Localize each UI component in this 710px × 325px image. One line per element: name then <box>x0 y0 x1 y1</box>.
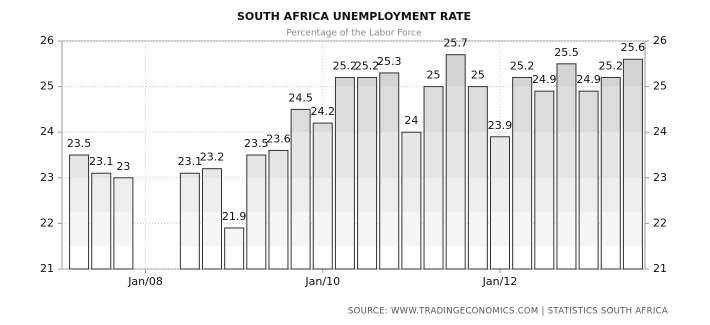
y-tick-label: 24 <box>40 125 54 138</box>
bar <box>512 76 533 270</box>
x-tick-label: Jan/12 <box>482 275 518 288</box>
y2-tick-label: 25 <box>653 80 667 93</box>
bar <box>290 108 311 270</box>
source: SOURCE: WWW.TRADINGECONOMICS.COM | STATI… <box>348 307 668 317</box>
bar <box>534 90 555 270</box>
value-label: 25.7 <box>443 37 468 50</box>
value-label: 25.5 <box>554 46 579 59</box>
value-label: 25 <box>427 69 441 82</box>
y-tick-label: 26 <box>40 34 54 47</box>
value-label: 25 <box>471 69 485 82</box>
y2-tick-label: 21 <box>653 262 667 275</box>
value-label: 24.9 <box>576 73 601 86</box>
y2-tick-label: 24 <box>653 125 667 138</box>
value-label: 25.2 <box>510 59 535 72</box>
bar <box>246 154 267 270</box>
value-label: 25.6 <box>621 41 646 54</box>
value-label: 23.1 <box>89 155 114 168</box>
bar <box>202 168 222 270</box>
bar <box>334 76 355 270</box>
value-label: 24 <box>404 114 418 127</box>
value-label: 21.9 <box>222 210 247 223</box>
chart-title: SOUTH AFRICA UNEMPLOYMENT RATE <box>237 10 471 23</box>
value-label: 23.5 <box>244 137 269 150</box>
y-tick-label: 25 <box>40 80 54 93</box>
bar <box>91 172 112 270</box>
bar <box>600 76 621 270</box>
bar <box>401 131 422 270</box>
bar <box>490 136 510 270</box>
y2-tick-label: 22 <box>653 216 667 229</box>
value-label: 25.3 <box>377 55 402 68</box>
bar <box>556 63 577 270</box>
bar <box>467 86 488 270</box>
bar <box>69 154 90 270</box>
value-label: 23 <box>116 160 130 173</box>
chart-subtitle: Percentage of the Labor Force <box>286 29 422 39</box>
value-label: 25.2 <box>599 59 624 72</box>
value-label: 25.2 <box>355 59 380 72</box>
y-tick-label: 23 <box>40 171 54 184</box>
y2-tick-label: 23 <box>653 171 667 184</box>
value-label: 24.9 <box>532 73 557 86</box>
x-tick-label: Jan/08 <box>127 275 163 288</box>
bar <box>445 54 466 270</box>
value-label: 25.2 <box>333 59 358 72</box>
value-label: 23.5 <box>67 137 92 150</box>
value-label: 23.2 <box>200 151 225 164</box>
bar <box>622 58 643 270</box>
value-label: 23.1 <box>178 155 203 168</box>
y-tick-label: 22 <box>40 216 54 229</box>
value-label: 24.2 <box>311 105 336 118</box>
x-tick-label: Jan/10 <box>304 275 340 288</box>
bar <box>113 177 134 270</box>
bar <box>423 86 444 270</box>
bar <box>224 227 245 270</box>
bar <box>578 90 599 270</box>
bar <box>357 76 378 270</box>
y2-tick-label: 26 <box>653 34 667 47</box>
value-label: 24.5 <box>288 91 313 104</box>
value-label: 23.9 <box>488 119 513 132</box>
bar <box>179 172 200 270</box>
value-label: 23.6 <box>266 132 291 145</box>
bar <box>268 149 289 270</box>
bar <box>312 122 333 270</box>
bar <box>379 72 400 270</box>
y-tick-label: 21 <box>40 262 54 275</box>
